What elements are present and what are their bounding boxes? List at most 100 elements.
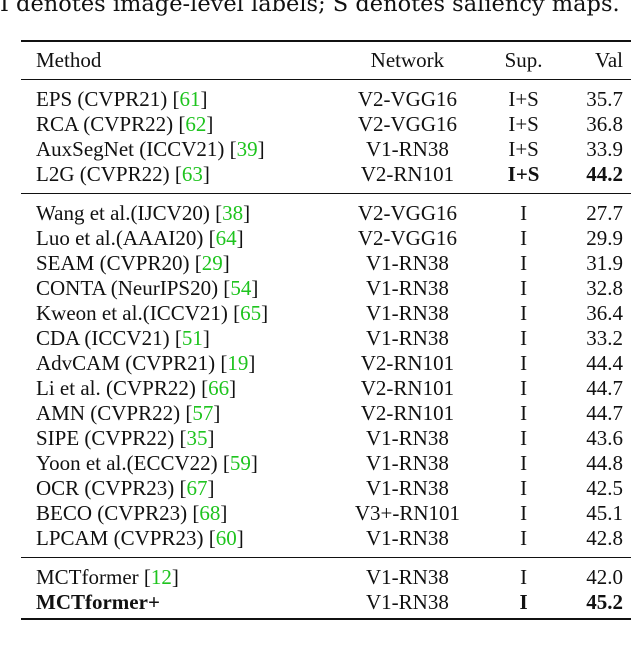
val-score-cell: 33.9 (586, 137, 623, 161)
val-score-cell: 27.7 (586, 201, 623, 225)
table-row: SEAM (CVPR20) [29] V1-RN38 I 31.9 (21, 251, 631, 276)
citation-link[interactable]: 63 (181, 162, 203, 186)
method-cell: Luo et al.(AAAI20) [64] (36, 226, 244, 250)
method-name: Luo et al.(AAAI20) [ (36, 226, 216, 250)
citation-link[interactable]: 61 (179, 87, 201, 111)
supervision-cell: I (520, 326, 528, 350)
supervision-cell: I (520, 565, 528, 589)
citation-link[interactable]: 67 (186, 476, 208, 500)
supervision-cell: I (484, 590, 563, 620)
method-name: OCR (CVPR23) [ (36, 476, 187, 500)
method-cell: AdvCAM (CVPR21) [19] (36, 351, 256, 375)
method-cell: Yoon et al.(ECCV22) [59] (36, 451, 258, 475)
supervision-cell: I (484, 526, 563, 558)
val-score-cell: 31.9 (586, 251, 623, 275)
network-cell: V2-VGG16 (357, 112, 457, 136)
supervision-cell: I+S (484, 162, 563, 194)
method-cell: AuxSegNet (ICCV21) [39] (36, 137, 265, 161)
table-row: Yoon et al.(ECCV22) [59] V1-RN38 I 44.8 (21, 451, 631, 476)
network-cell: V1-RN38 (365, 476, 449, 500)
method-cell: Kweon et al.(ICCV21) [65] (36, 301, 269, 325)
table-row: AMN (CVPR22) [57] V2-RN101 I 44.7 (21, 401, 631, 426)
val-score-cell: 44.2 (562, 162, 631, 194)
val-score-cell: 42.0 (586, 565, 623, 589)
header-row: Method Network Sup. Val (21, 40, 631, 80)
citation-link[interactable]: 64 (215, 226, 237, 250)
network-cell: V1-RN38 (365, 451, 449, 475)
citation-link[interactable]: 59 (229, 451, 251, 475)
method-name: SEAM (CVPR20) [ (36, 251, 202, 275)
network-cell: V2-RN101 (360, 401, 455, 425)
network-cell: V1-RN38 (365, 137, 449, 161)
citation-link[interactable]: 29 (201, 251, 223, 275)
method-cell: LPCAM (CVPR23) [60] (21, 526, 331, 558)
group-image-only: Wang et al.(IJCV20) [38] V2-VGG16 I 27.7 Luo… (21, 194, 631, 558)
table-row: EPS (CVPR21) [61] V2-VGG16 I+S 35.7 (21, 80, 631, 113)
table-row: Li et al. (CVPR22) [66] V2-RN101 I 44.7 (21, 376, 631, 401)
group-image-saliency: EPS (CVPR21) [61] V2-VGG16 I+S 35.7 RCA (CVP… (21, 80, 631, 194)
citation-link[interactable]: 66 (208, 376, 230, 400)
citation-link[interactable]: 65 (240, 301, 262, 325)
method-cell: SIPE (CVPR22) [35] (36, 426, 215, 450)
header-network: Network (330, 40, 485, 80)
network-cell: V1-RN38 (365, 565, 449, 589)
citation-link[interactable]: 39 (236, 137, 258, 161)
network-cell: V2-RN101 (330, 162, 485, 194)
method-name: MCTformer [ (36, 565, 151, 589)
supervision-cell: I+S (508, 87, 539, 111)
table-row: MCTformer [12] V1-RN38 I 42.0 (21, 558, 631, 591)
val-score-cell: 44.8 (586, 451, 623, 475)
table-row: Kweon et al.(ICCV21) [65] V1-RN38 I 36.4 (21, 301, 631, 326)
val-score-cell: 45.2 (562, 590, 631, 620)
table-row: BECO (CVPR23) [68] V3+-RN101 I 45.1 (21, 501, 631, 526)
supervision-cell: I (520, 426, 528, 450)
supervision-cell: I+S (508, 112, 539, 136)
supervision-cell: I (520, 476, 528, 500)
table-row: L2G (CVPR22) [63] V2-RN101 I+S 44.2 (21, 162, 631, 194)
network-cell: V2-RN101 (360, 351, 455, 375)
method-name: CDA (ICCV21) [ (36, 326, 182, 350)
network-cell: V1-RN38 (330, 526, 485, 558)
network-cell: V2-VGG16 (357, 87, 457, 111)
network-cell: V1-RN38 (365, 301, 449, 325)
method-cell: MCTformer+ (21, 590, 331, 620)
method-cell: Wang et al.(IJCV20) [38] (36, 201, 251, 225)
supervision-cell: I+S (508, 137, 539, 161)
network-cell: V3+-RN101 (354, 501, 460, 525)
citation-link[interactable]: 60 (215, 526, 237, 550)
citation-link[interactable]: 12 (150, 565, 172, 589)
val-score-cell: 43.6 (586, 426, 623, 450)
table-row: Luo et al.(AAAI20) [64] V2-VGG16 I 29.9 (21, 226, 631, 251)
val-score-cell: 35.7 (586, 87, 623, 111)
citation-link[interactable]: 62 (185, 112, 207, 136)
supervision-cell: I (520, 451, 528, 475)
table-row: AdvCAM (CVPR21) [19] V2-RN101 I 44.4 (21, 351, 631, 376)
method-cell: CDA (ICCV21) [51] (36, 326, 210, 350)
supervision-cell: I (520, 301, 528, 325)
val-score-cell: 33.2 (586, 326, 623, 350)
citation-link[interactable]: 68 (199, 501, 221, 525)
method-name: L2G (CVPR22) [ (36, 162, 182, 186)
method-name: AMN (CVPR22) [ (36, 401, 193, 425)
network-cell: V1-RN38 (365, 276, 449, 300)
citation-link[interactable]: 51 (181, 326, 203, 350)
supervision-cell: I (520, 251, 528, 275)
supervision-cell: I (520, 351, 528, 375)
citation-link[interactable]: 38 (222, 201, 244, 225)
citation-link[interactable]: 54 (230, 276, 252, 300)
table-row: AuxSegNet (ICCV21) [39] V1-RN38 I+S 33.9 (21, 137, 631, 162)
citation-link[interactable]: 19 (227, 351, 249, 375)
method-name: AdvCAM (CVPR21) [ (36, 351, 228, 375)
table-row: Wang et al.(IJCV20) [38] V2-VGG16 I 27.7 (21, 194, 631, 227)
group-mctformer: MCTformer [12] V1-RN38 I 42.0 MCTformer+ V1-R… (21, 558, 631, 620)
method-name: Kweon et al.(ICCV21) [ (36, 301, 241, 325)
method-cell: MCTformer [12] (36, 565, 179, 589)
method-name: Wang et al.(IJCV20) [ (36, 201, 223, 225)
val-score-cell: 32.8 (586, 276, 623, 300)
header-val: Val (562, 40, 631, 80)
val-score-cell: 36.8 (586, 112, 623, 136)
method-name: RCA (CVPR22) [ (36, 112, 186, 136)
citation-link[interactable]: 35 (186, 426, 208, 450)
citation-link[interactable]: 57 (192, 401, 214, 425)
method-cell: Li et al. (CVPR22) [66] (36, 376, 237, 400)
